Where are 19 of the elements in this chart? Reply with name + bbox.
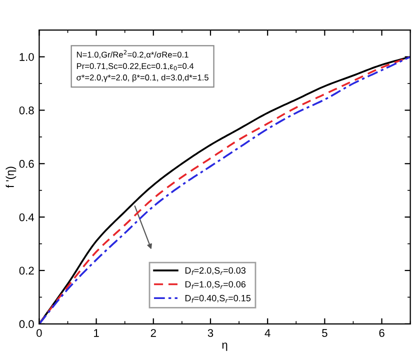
x-tick-label: 5 (322, 329, 328, 337)
y-tick-label: 0.6 (19, 160, 34, 168)
annotation: N=1.0,Gr/Re$^{2}$=0.2,α*/σRe=0.1 Pr=0.71,Sc=0.22,Ec=0.1,ε$_{0}$=0.4 σ*=2.0,γ*=2.0, β*=0.1, d=3.0,d*=1.5 (76, 50, 208, 82)
x-tick-label: 0 (36, 329, 42, 337)
x-tick-label: 4 (264, 329, 270, 337)
y-tick-label: 0.2 (19, 266, 34, 275)
legend-label: D$_{f}$=0.40,S$_{r}$=0.15 (185, 294, 251, 303)
y-tick-label: 0.0 (19, 320, 34, 328)
x-tick-label: 2 (150, 329, 156, 337)
legend-label: D$_{f}$=2.0,S$_{r}$=0.03 (185, 267, 246, 276)
legend-label: D$_{f}$=1.0,S$_{r}$=0.06 (185, 281, 246, 289)
y-tick-label: 1.0 (20, 53, 34, 61)
y-tick-label: 0.4 (19, 213, 34, 222)
y-tick-label: 0.8 (19, 106, 34, 114)
x-tick-label: 1 (94, 329, 99, 337)
y-axis-title: f '(η) (6, 166, 16, 188)
x-axis-title: η (222, 342, 228, 351)
x-tick-label: 3 (208, 329, 214, 337)
x-tick-label: 6 (379, 329, 384, 337)
